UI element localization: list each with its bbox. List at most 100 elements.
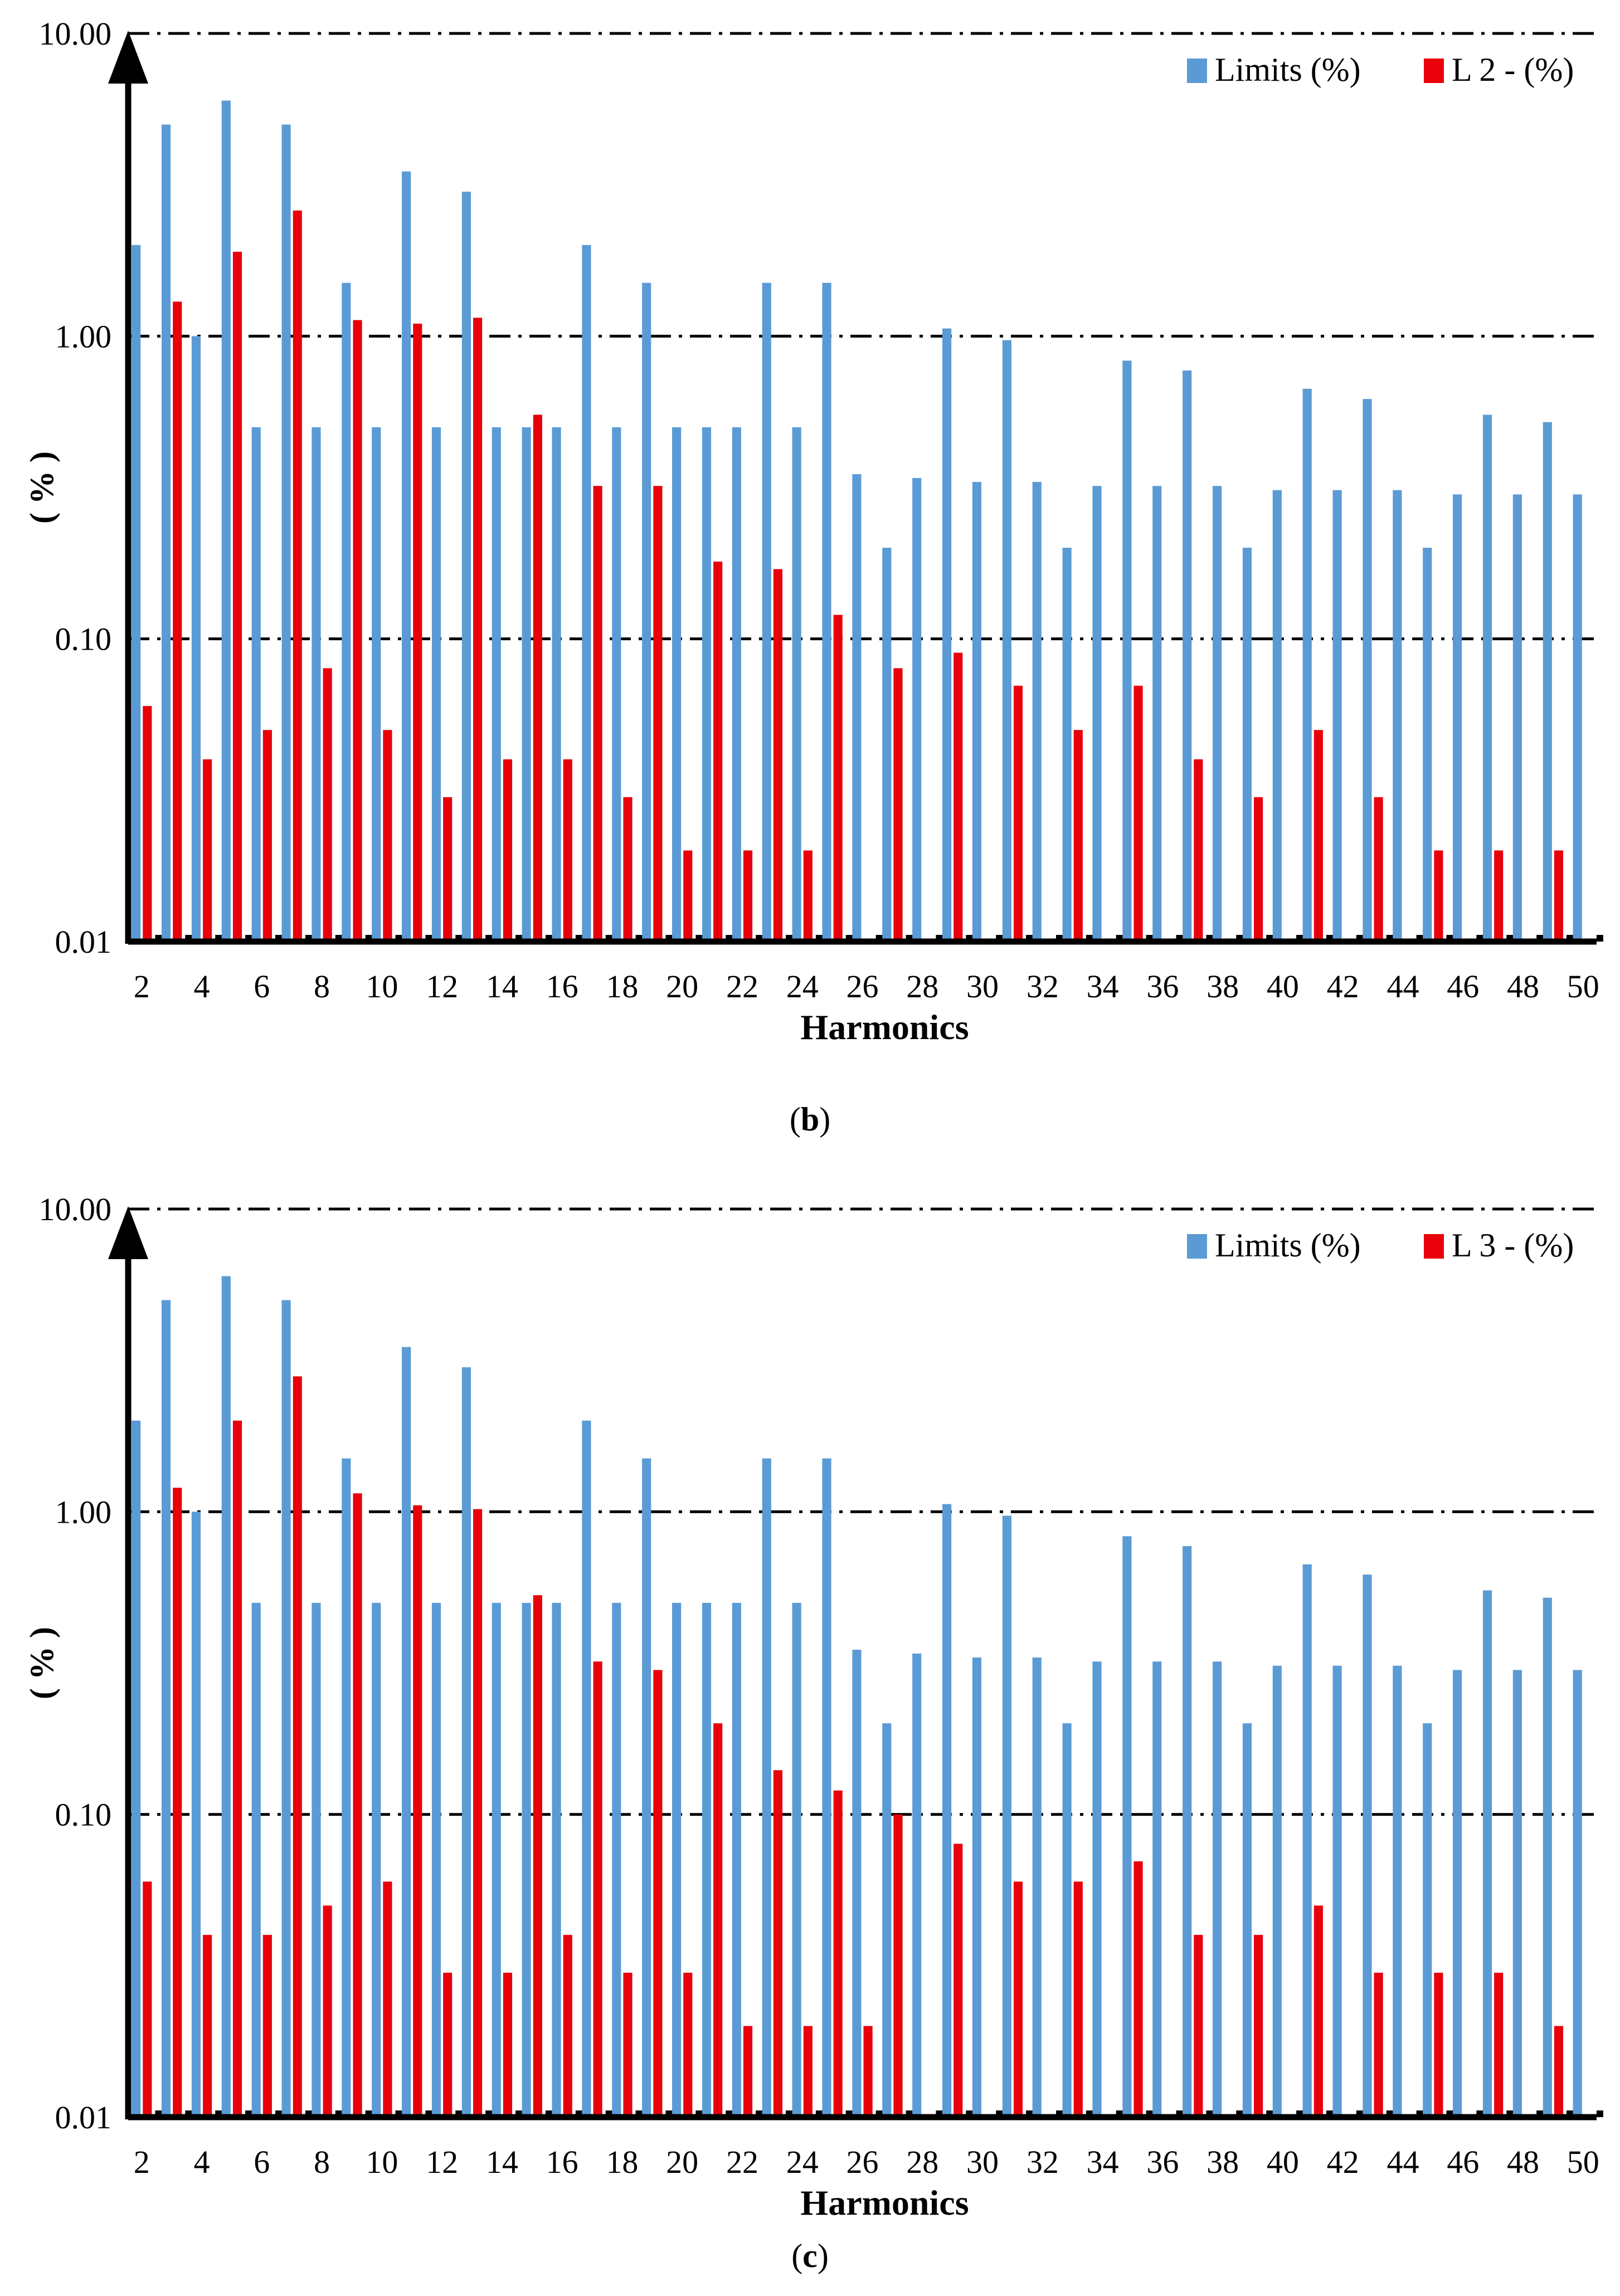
measured-bar — [713, 1723, 723, 2117]
x-tick-label: 36 — [1146, 968, 1179, 1005]
caption-c: (c) — [791, 2237, 829, 2274]
x-tick-label: 18 — [606, 968, 638, 1005]
limit-bar — [552, 1602, 561, 2117]
limit-bar — [582, 245, 591, 942]
limit-bar — [1272, 490, 1282, 942]
measured-bar — [173, 301, 182, 942]
x-tick-label: 14 — [486, 2144, 518, 2180]
measured-bar — [893, 1814, 903, 2117]
x-tick-label: 42 — [1327, 968, 1359, 1005]
limit-bar — [431, 1602, 441, 2117]
measured-bar — [203, 759, 212, 942]
measured-bar — [1494, 850, 1504, 942]
limit-bar — [972, 1657, 982, 2117]
x-tick-label: 38 — [1207, 968, 1239, 1005]
measured-bar — [203, 1934, 212, 2117]
limit-bar — [1423, 1723, 1432, 2117]
x-tick-label: 8 — [314, 968, 330, 1005]
limit-bar — [1122, 360, 1132, 942]
limit-bar — [612, 427, 621, 942]
limit-bar — [431, 427, 441, 942]
x-tick-label: 50 — [1567, 2144, 1599, 2180]
x-tick-label: 20 — [666, 968, 698, 1005]
measured-bar — [293, 1376, 302, 2117]
legend-label-measured: L 2 - (%) — [1452, 51, 1574, 88]
limit-bar — [1393, 1665, 1402, 2117]
x-tick-label: 12 — [426, 968, 458, 1005]
limit-bar — [582, 1420, 591, 2117]
y-tick-label: 0.01 — [55, 924, 112, 960]
limit-bar — [1002, 1515, 1011, 2117]
x-tick-label: 46 — [1447, 2144, 1479, 2180]
limit-bar — [1092, 486, 1102, 942]
limit-bar — [251, 427, 261, 942]
limit-bar — [402, 1347, 411, 2117]
y-tick-label: 10.00 — [39, 16, 112, 52]
x-tick-label: 40 — [1267, 968, 1299, 1005]
x-tick-label: 4 — [194, 2144, 210, 2180]
limit-bar — [882, 1723, 892, 2117]
y-tick-label: 0.01 — [55, 2099, 112, 2136]
measured-bar — [262, 730, 272, 942]
x-tick-label: 2 — [134, 2144, 150, 2180]
limit-bar — [822, 282, 831, 942]
limit-bar — [1543, 422, 1552, 942]
limit-bar — [522, 427, 531, 942]
limit-bar — [1122, 1536, 1132, 2117]
chart-panel-b: 0.01 0.10 1.00 10.00 2 4 6 8 10 12 14 16 18 20 22 24 26 2… — [23, 16, 1603, 1138]
x-tick-label: 38 — [1207, 2144, 1239, 2180]
limit-bar — [1183, 371, 1192, 942]
measured-bar — [1313, 1905, 1323, 2117]
measured-bar — [803, 850, 813, 942]
x-tick-label: 8 — [314, 2144, 330, 2180]
limit-bar — [1423, 548, 1432, 942]
limit-bar — [492, 427, 501, 942]
limit-bar — [191, 1512, 201, 2117]
measured-bar — [443, 797, 453, 942]
x-tick-label: 50 — [1567, 968, 1599, 1005]
limit-bar — [1062, 548, 1072, 942]
y-tick-label: 0.10 — [55, 1797, 112, 1833]
limit-bar — [912, 1653, 922, 2117]
y-axis-title: ( % ) — [23, 451, 60, 524]
limit-bar — [1092, 1661, 1102, 2117]
measured-bar — [262, 1934, 272, 2117]
measured-bar — [833, 1790, 843, 2117]
measured-bar — [1073, 730, 1083, 942]
measured-bar — [323, 1905, 332, 2117]
limit-bar — [372, 1602, 381, 2117]
limit-bar — [1242, 548, 1252, 942]
measured-bar — [413, 323, 422, 942]
x-tick-mark — [1596, 2110, 1603, 2117]
limit-bar — [251, 1602, 261, 2117]
x-tick-label: 12 — [426, 2144, 458, 2180]
measured-bar — [1554, 2026, 1564, 2117]
x-tick-label: 22 — [726, 2144, 758, 2180]
limit-bar — [1512, 494, 1522, 942]
limit-bar — [161, 124, 171, 942]
measured-bar — [293, 210, 302, 942]
x-tick-mark — [1596, 935, 1603, 942]
limit-bar — [672, 427, 682, 942]
x-tick-label: 22 — [726, 968, 758, 1005]
limit-bar — [1543, 1597, 1552, 2117]
x-tick-label: 28 — [906, 2144, 938, 2180]
measured-bar — [413, 1505, 422, 2117]
limit-bar — [461, 192, 471, 942]
limit-bar — [612, 1602, 621, 2117]
measured-bar — [383, 730, 392, 942]
limit-bar — [1573, 494, 1582, 942]
limit-bar — [942, 328, 952, 942]
limit-bar — [1482, 415, 1492, 942]
limit-bar — [492, 1602, 501, 2117]
measured-bar — [803, 2026, 813, 2117]
measured-bar — [1133, 1861, 1143, 2117]
limit-bar — [912, 477, 922, 942]
measured-bar — [593, 486, 602, 942]
measured-bar — [623, 797, 633, 942]
limit-bar — [1393, 490, 1402, 942]
x-tick-label: 28 — [906, 968, 938, 1005]
y-tick-label: 0.10 — [55, 621, 112, 657]
measured-bar — [653, 486, 663, 942]
measured-bar — [1194, 1934, 1203, 2117]
